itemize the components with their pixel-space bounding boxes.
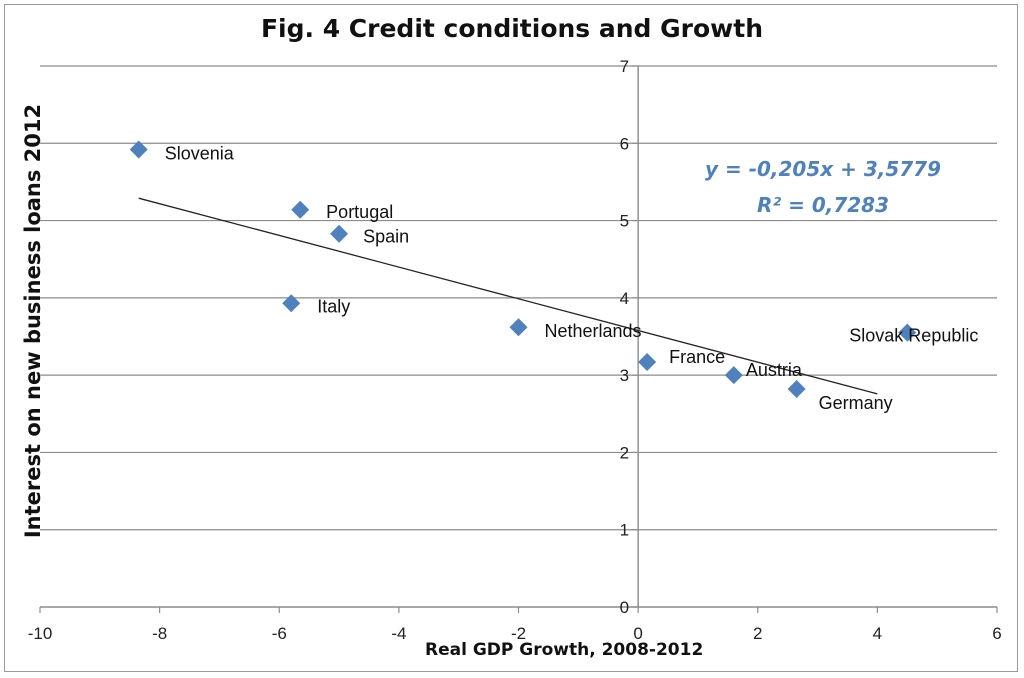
- y-tick-label-5: 5: [620, 212, 629, 231]
- y-tick-label-4: 4: [620, 289, 629, 308]
- x-tick-label-6: 6: [992, 624, 1001, 643]
- point-label-austria: Austria: [746, 360, 803, 380]
- x-tick-label-0: 0: [633, 624, 642, 643]
- y-tick-label-2: 2: [620, 443, 629, 462]
- point-label-italy: Italy: [317, 296, 350, 316]
- point-spain: [330, 224, 349, 243]
- x-tick-label-2: 2: [753, 624, 762, 643]
- x-tick-label--4: -4: [391, 624, 406, 643]
- point-label-germany: Germany: [819, 393, 893, 413]
- point-france: [638, 353, 657, 372]
- point-germany: [787, 380, 806, 399]
- point-netherlands: [509, 318, 528, 337]
- trendline: [138, 197, 878, 395]
- y-tick-label-7: 7: [620, 57, 629, 76]
- point-label-slovenia: Slovenia: [165, 143, 235, 163]
- point-slovenia: [129, 140, 148, 159]
- x-tick-label--2: -2: [511, 624, 526, 643]
- y-tick-label-6: 6: [620, 134, 629, 153]
- x-tick-label-4: 4: [873, 624, 882, 643]
- x-tick-label--6: -6: [272, 624, 287, 643]
- trendline-equation: y = -0,205x + 3,5779: [705, 157, 941, 181]
- point-austria: [724, 366, 743, 385]
- point-label-portugal: Portugal: [326, 202, 393, 222]
- point-label-netherlands: Netherlands: [545, 321, 642, 341]
- point-portugal: [291, 200, 310, 219]
- trendline-r-squared: R² = 0,7283: [757, 193, 889, 217]
- y-tick-label-3: 3: [620, 366, 629, 385]
- point-italy: [282, 294, 301, 313]
- y-tick-label-0: 0: [620, 598, 629, 617]
- chart-title: Fig. 4 Credit conditions and Growth: [260, 14, 764, 43]
- point-label-france: France: [669, 347, 725, 367]
- chart-frame: [4, 4, 1018, 672]
- x-tick-label--10: -10: [28, 624, 53, 643]
- point-label-spain: Spain: [363, 227, 409, 247]
- point-label-slovak-republic: Slovak Republic: [849, 326, 978, 346]
- y-tick-label-1: 1: [620, 521, 629, 540]
- x-axis-label: Real GDP Growth, 2008-2012: [425, 640, 704, 660]
- x-tick-label--8: -8: [152, 624, 167, 643]
- point-slovak-republic: [898, 323, 917, 342]
